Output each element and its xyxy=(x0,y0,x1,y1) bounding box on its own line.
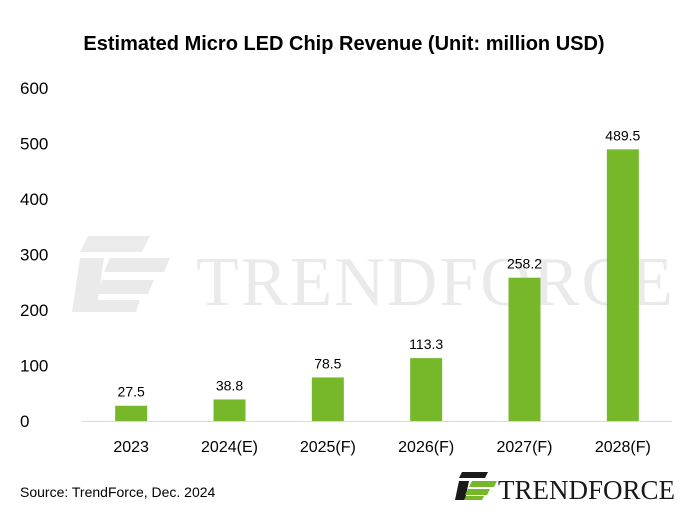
data-label: 489.5 xyxy=(605,127,640,143)
x-axis: 2023 2024(E) 2025(F) 2026(F) 2027(F) 2028(F) xyxy=(113,439,650,456)
bars-group xyxy=(115,149,639,421)
x-tick-label: 2023 xyxy=(113,439,149,456)
y-tick-label: 500 xyxy=(20,135,48,154)
y-tick-label: 400 xyxy=(20,190,48,209)
y-tick-label: 100 xyxy=(20,357,48,376)
bar xyxy=(311,377,344,421)
bar xyxy=(213,399,246,421)
y-tick-label: 0 xyxy=(20,412,29,431)
y-tick-label: 600 xyxy=(20,79,48,98)
chart-title: Estimated Micro LED Chip Revenue (Unit: … xyxy=(83,33,604,55)
bar xyxy=(115,405,148,421)
data-label: 113.3 xyxy=(409,336,443,352)
bar xyxy=(508,277,541,421)
x-tick-label: 2025(F) xyxy=(300,439,356,456)
watermark: TRENDFORCE xyxy=(72,236,675,321)
x-tick-label: 2026(F) xyxy=(398,439,454,456)
x-tick-label: 2027(F) xyxy=(496,439,552,456)
data-label: 27.5 xyxy=(118,384,145,400)
brand-logo-text: TRENDFORCE xyxy=(498,475,675,505)
data-label: 78.5 xyxy=(314,355,341,371)
bar xyxy=(410,358,443,421)
x-tick-label: 2028(F) xyxy=(595,439,651,456)
data-label: 38.8 xyxy=(216,377,243,393)
y-axis: 0 100 200 300 400 500 600 xyxy=(20,79,48,431)
brand-logo: TRENDFORCE xyxy=(455,472,675,505)
y-tick-label: 200 xyxy=(20,301,48,320)
trendforce-logo-icon xyxy=(455,472,497,500)
watermark-text: TRENDFORCE xyxy=(196,244,675,321)
data-labels-group: 27.5 38.8 78.5 113.3 258.2 489.5 xyxy=(118,127,641,399)
watermark-logo-icon xyxy=(72,236,170,312)
bar xyxy=(606,149,639,421)
y-tick-label: 300 xyxy=(20,246,48,265)
x-tick-label: 2024(E) xyxy=(201,439,258,456)
data-label: 258.2 xyxy=(507,256,542,272)
source-note: Source: TrendForce, Dec. 2024 xyxy=(20,484,216,500)
